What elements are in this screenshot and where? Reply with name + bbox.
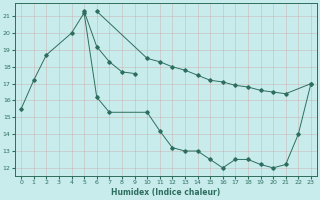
X-axis label: Humidex (Indice chaleur): Humidex (Indice chaleur) — [111, 188, 221, 197]
